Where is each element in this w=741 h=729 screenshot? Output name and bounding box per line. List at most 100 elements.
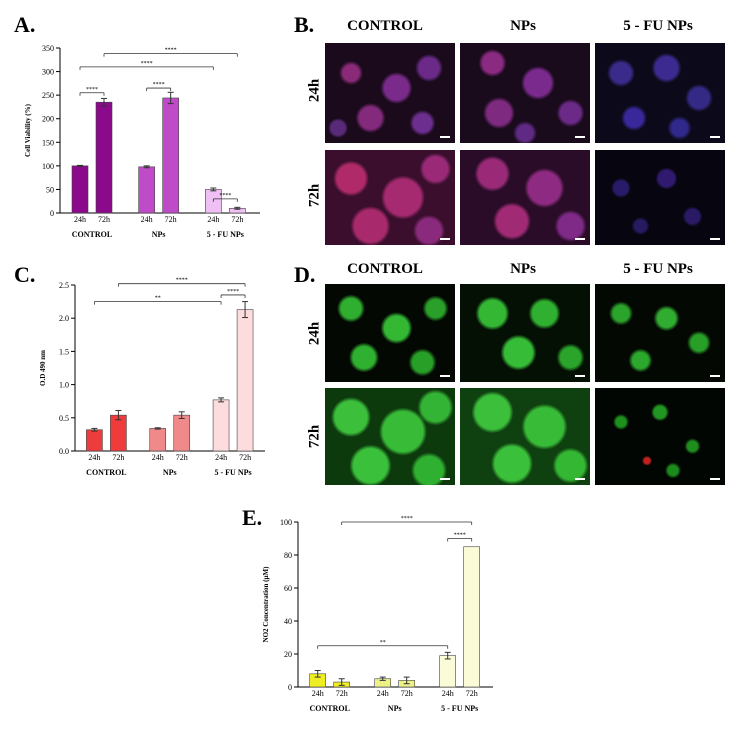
col-header-control: CONTROL [347,261,423,277]
y-axis-label: Cell Viability (%) [24,103,32,157]
scale-bar [710,478,720,480]
y-tick-label: 0 [288,683,292,692]
group-label: NPs [388,704,402,713]
col-header-5fu-nps: 5 - FU NPs [623,18,693,34]
scale-bar [440,136,450,138]
col-header-5fu-nps: 5 - FU NPs [623,261,693,277]
group-label: CONTROL [72,230,112,239]
chart-e: 0 20 40 60 80 100 NO2 Concentration (µM) 24h 72h… [262,516,493,713]
y-tick-label: 0.0 [59,447,69,456]
bar-label: 72h [336,689,348,698]
y-tick-label: 1.0 [59,381,69,390]
micrograph-d-nps-72h [460,388,590,485]
micrograph-d-nps-24h [460,284,590,382]
y-tick-label: 1.5 [59,347,69,356]
y-tick-label: 0 [50,209,54,218]
scale-bar [440,238,450,240]
bar-label: 24h [377,689,389,698]
panel-letter-d: D. [294,262,316,287]
scale-bar [710,238,720,240]
group-label: NPs [163,468,177,477]
y-tick-label: 200 [42,115,54,124]
sig-label: **** [176,278,188,284]
scale-bar [575,136,585,138]
bar [71,165,89,214]
bar-label: 72h [239,453,251,462]
scale-bar [440,375,450,377]
panel-letter-c: C. [14,262,36,287]
bar [173,414,191,452]
bar-label: 72h [112,453,124,462]
group-label: CONTROL [86,468,126,477]
row-header-24h: 24h [306,321,323,346]
bar-label: 24h [312,689,324,698]
sig-label: **** [165,48,177,54]
sig-label: **** [227,289,239,295]
micrograph-b-control-24h [325,43,455,143]
micrograph-b-5fu-72h [595,150,725,245]
y-tick-label: 150 [42,138,54,147]
bar [149,428,167,452]
bar-label: 24h [152,453,164,462]
bar [95,101,113,214]
y-tick-label: 40 [284,617,292,626]
sig-label: **** [401,516,413,522]
scale-bar [575,478,585,480]
group-label: 5 - FU NPs [441,704,478,713]
bar-label: 24h [74,215,86,224]
bar-label: 72h [176,453,188,462]
bar-label: 24h [88,453,100,462]
sig-label: **** [153,82,165,88]
col-header-nps: NPs [510,261,536,277]
bar [463,546,480,688]
y-tick-label: 2.0 [59,314,69,323]
sig-label: ** [380,640,386,646]
micrograph-d-5fu-72h [595,388,725,485]
bar-label: 24h [141,215,153,224]
y-tick-label: 80 [284,551,292,560]
y-tick-label: 2.5 [59,281,69,290]
scale-bar [575,375,585,377]
bar [110,414,127,452]
panel-letter-e: E. [242,505,263,530]
y-tick-label: 60 [284,584,292,593]
bar-label: 24h [442,689,454,698]
bar [212,399,230,452]
y-tick-label: 250 [42,91,54,100]
y-tick-label: 0.5 [59,414,69,423]
sig-label: **** [86,87,98,93]
bar [86,429,103,452]
bar [138,166,155,214]
panel-letter-b: B. [294,12,315,37]
chart-c: 0.0 0.5 1.0 1.5 2.0 2.5 O.D 490 nm 24h 72h 24h 72h… [39,278,265,477]
micrograph-d-control-72h [325,388,455,485]
sig-label: ** [155,296,161,302]
panel-letter-a: A. [14,12,36,37]
bar-label: 72h [401,689,413,698]
scale-bar [575,238,585,240]
y-tick-label: 20 [284,650,292,659]
y-axis-label: O.D 490 nm [39,350,47,386]
chart-a: 0 50 100 150 200 250 300 350 Cell Viability (%) 2… [24,44,260,239]
bar-label: 24h [215,453,227,462]
bar-label: 72h [231,215,243,224]
row-header-72h: 72h [306,424,323,449]
sig-label: **** [141,61,153,67]
scale-bar [710,375,720,377]
micrograph-b-control-72h [325,150,455,245]
micrograph-d-5fu-24h [595,284,725,382]
row-header-72h: 72h [306,183,323,208]
bar-label: 72h [165,215,177,224]
group-label: 5 - FU NPs [207,230,244,239]
micrograph-b-nps-72h [460,150,590,245]
sig-label: **** [219,193,231,199]
micrograph-b-nps-24h [460,43,590,143]
bar [162,97,179,214]
group-label: NPs [152,230,166,239]
row-header-24h: 24h [306,78,323,103]
scale-bar [710,136,720,138]
y-tick-label: 100 [42,162,54,171]
bar [439,655,456,688]
micrograph-d-control-24h [325,284,455,382]
bar-label: 72h [466,689,478,698]
